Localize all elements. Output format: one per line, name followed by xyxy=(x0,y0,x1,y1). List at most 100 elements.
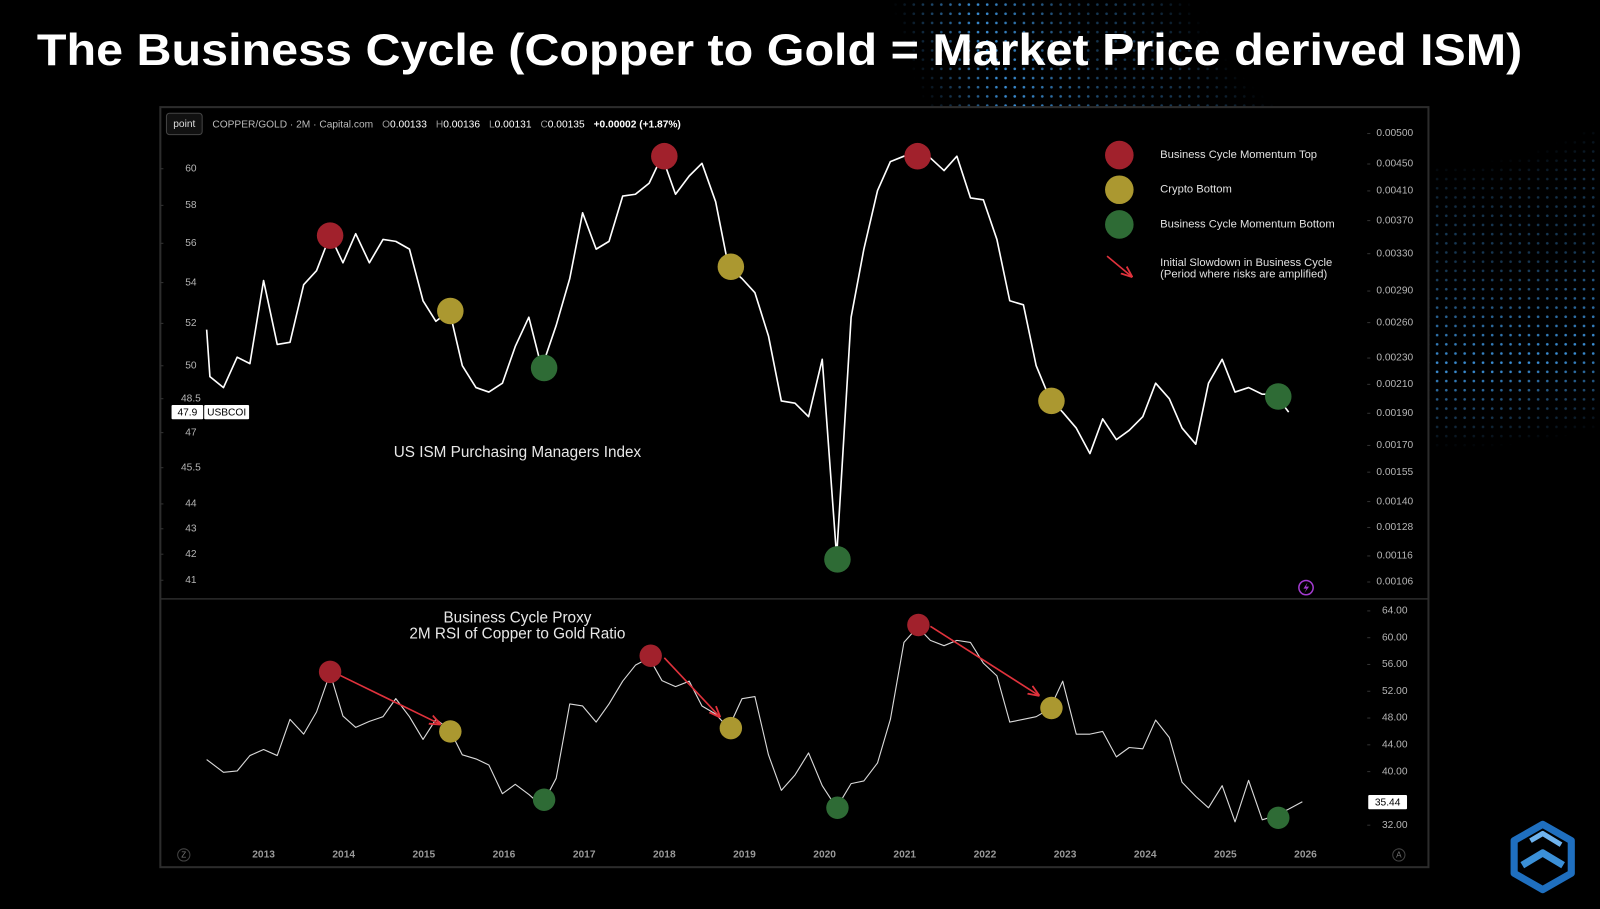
plot-layer: 60 58 56 54 52 50 48.5 47 45.5 44 43 42 41 0.00500 0.0… xyxy=(160,128,1414,861)
x-tick-label: 2018 xyxy=(653,850,676,861)
x-tick-label: 2019 xyxy=(733,850,756,861)
x-tick-label: 2025 xyxy=(1214,850,1237,861)
y2-tick-label: 48.00 xyxy=(1382,713,1408,724)
y2-tick-label: 0.00500 xyxy=(1376,128,1413,139)
y-tick-label: 43 xyxy=(185,523,197,534)
cycle-marker xyxy=(1038,387,1065,415)
y2-tick-label: 0.00290 xyxy=(1376,286,1413,297)
logo xyxy=(1510,820,1575,894)
y-tick-label: 41 xyxy=(185,575,197,586)
ohlc-key: H xyxy=(436,119,443,130)
control-right-label[interactable]: A xyxy=(1396,851,1402,860)
control-left[interactable] xyxy=(177,848,191,862)
x-tick-label: 2017 xyxy=(573,850,596,861)
legend-label: Crypto Bottom xyxy=(1160,184,1232,196)
cycle-marker xyxy=(530,354,558,382)
last-value: 47.9 xyxy=(177,407,197,418)
cycle-marker xyxy=(904,142,931,170)
series-line xyxy=(206,626,1303,823)
cycle-marker xyxy=(639,644,662,667)
y2-tick-label: 0.00155 xyxy=(1376,467,1413,478)
cycle-marker xyxy=(437,297,464,325)
y2-tick-label: 32.00 xyxy=(1382,820,1408,831)
cycle-marker xyxy=(439,720,462,743)
y2-tick-label: 0.00230 xyxy=(1376,353,1413,364)
y2-tick-label: 52.00 xyxy=(1382,686,1408,697)
y-tick-label: 47 xyxy=(185,427,197,438)
y2-tick-label: 0.00410 xyxy=(1376,186,1413,197)
legend-arrow xyxy=(1106,255,1131,276)
legend-swatch xyxy=(1105,175,1134,205)
pane-caption: Business Cycle Proxy xyxy=(443,609,591,626)
chart-frame xyxy=(159,106,1430,869)
ohlc-value: 0.00131 xyxy=(495,119,532,130)
y2-tick-label: 0.00260 xyxy=(1376,317,1413,328)
cycle-marker xyxy=(651,142,678,170)
last-value-tag xyxy=(171,405,204,420)
y-tick-label: 56 xyxy=(185,238,197,249)
alert-icon[interactable] xyxy=(1298,579,1314,596)
legend-label: Initial Slowdown in Business Cycle xyxy=(1160,257,1332,269)
y2-tick-label: 0.00190 xyxy=(1376,408,1413,419)
cycle-marker xyxy=(1265,383,1292,410)
y-tick-label: 48.5 xyxy=(181,393,201,404)
point-button-label[interactable]: point xyxy=(173,119,195,130)
pane-caption: 2M RSI of Copper to Gold Ratio xyxy=(409,626,625,643)
legend-swatch xyxy=(1105,140,1134,170)
point-button[interactable] xyxy=(165,112,203,136)
y2-tick-label: 0.00330 xyxy=(1376,248,1413,259)
ohlc-key: C xyxy=(540,119,547,130)
x-tick-label: 2024 xyxy=(1134,850,1157,861)
y-tick-label: 54 xyxy=(185,277,197,288)
y-tick-label: 45.5 xyxy=(181,462,201,473)
symbol-header: COPPER/GOLD · 2M · Capital.com O0.00133 … xyxy=(212,119,680,130)
price-change: +0.00002 (+1.87%) xyxy=(594,119,681,130)
cycle-marker xyxy=(532,788,556,811)
y-tick-label: 60 xyxy=(185,163,197,174)
x-tick-label: 2021 xyxy=(893,850,916,861)
legend-label: Business Cycle Momentum Top xyxy=(1160,149,1317,161)
y2-tick-label: 0.00106 xyxy=(1376,577,1413,588)
y2-tick-label: 0.00128 xyxy=(1376,522,1413,533)
x-tick-label: 2013 xyxy=(252,850,275,861)
x-tick-label: 2014 xyxy=(332,850,355,861)
y-tick-label: 42 xyxy=(185,549,197,560)
y2-tick-label: 56.00 xyxy=(1382,659,1408,670)
cycle-marker xyxy=(824,546,851,573)
pane-caption: US ISM Purchasing Managers Index xyxy=(394,444,642,461)
series-tag xyxy=(204,405,250,420)
y2-tick-label: 0.00210 xyxy=(1376,379,1413,390)
x-tick-label: 2015 xyxy=(413,850,436,861)
y2-tick-label: 40.00 xyxy=(1382,766,1408,777)
ohlc-key: O xyxy=(382,119,390,130)
x-tick-label: 2026 xyxy=(1294,850,1317,861)
x-tick-label: 2016 xyxy=(493,850,516,861)
cycle-marker xyxy=(717,253,745,280)
ohlc-key: L xyxy=(489,119,495,130)
cycle-marker xyxy=(318,660,342,684)
y-tick-label: 52 xyxy=(185,318,197,329)
series-name: USBCOI xyxy=(207,407,246,418)
control-left-label[interactable]: Z xyxy=(181,851,186,860)
x-tick-label: 2023 xyxy=(1054,850,1077,861)
slowdown-arrow xyxy=(339,674,440,724)
x-tick-label: 2022 xyxy=(974,850,997,861)
y2-tick-label: 0.00140 xyxy=(1376,496,1413,507)
cycle-marker xyxy=(1267,806,1290,830)
y2-tick-label: 0.00450 xyxy=(1376,159,1413,170)
slowdown-arrow xyxy=(663,657,719,717)
y2-tick-label: 44.00 xyxy=(1382,740,1408,751)
control-right[interactable] xyxy=(1392,848,1406,862)
x-tick-label: 2020 xyxy=(813,850,836,861)
ohlc-value: 0.00135 xyxy=(548,119,585,130)
series-line xyxy=(205,155,1290,558)
last-value: 35.44 xyxy=(1375,797,1401,808)
y2-tick-label: 60.00 xyxy=(1382,632,1408,643)
symbol: COPPER/GOLD · 2M · Capital.com xyxy=(212,119,373,130)
legend-label: Business Cycle Momentum Bottom xyxy=(1160,218,1335,230)
y-tick-label: 58 xyxy=(185,200,197,211)
cycle-marker xyxy=(1040,696,1063,720)
last-value-tag xyxy=(1368,795,1408,810)
